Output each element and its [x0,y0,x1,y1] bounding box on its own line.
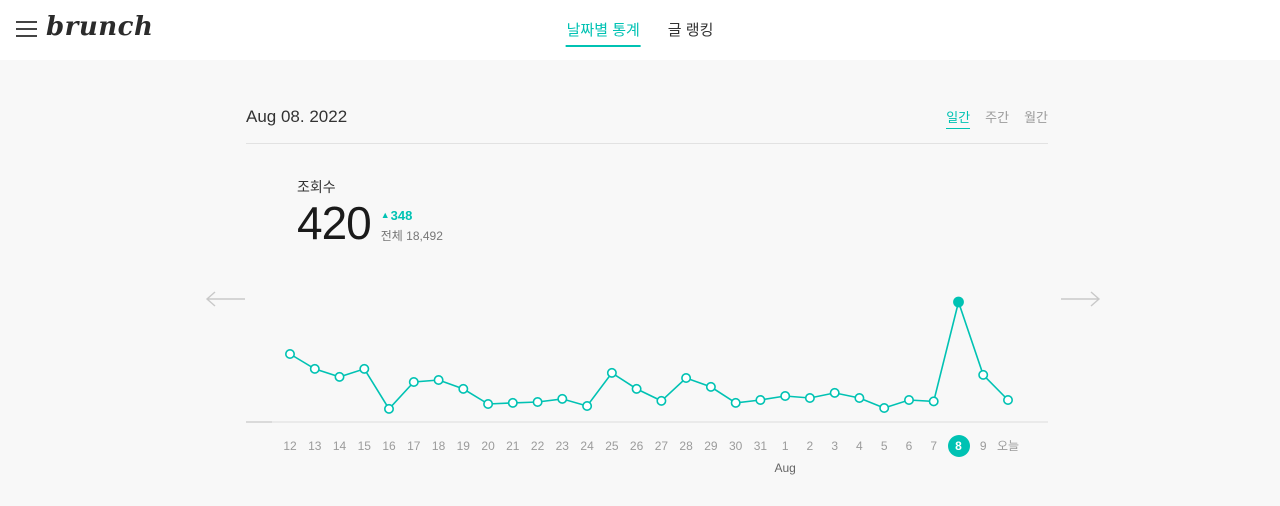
data-point-29[interactable] [705,381,716,392]
data-point-23[interactable] [557,393,568,404]
axis-day-9[interactable]: 9 [979,439,987,453]
up-triangle-icon: ▲ [380,210,390,220]
data-point-22[interactable] [532,397,543,408]
axis-day-17[interactable]: 17 [407,439,421,453]
divider [246,143,1048,144]
month-label: Aug [774,461,796,475]
axis-day-31[interactable]: 31 [753,439,768,453]
axis-day-23[interactable]: 23 [555,439,569,453]
axis-day-오늘[interactable]: 오늘 [996,439,1020,453]
axis-day-4[interactable]: 4 [856,439,863,453]
data-point-16[interactable] [384,403,395,414]
axis-day-29[interactable]: 29 [704,439,718,453]
axis-day-30[interactable]: 30 [729,439,743,453]
axis-day-19[interactable]: 19 [456,439,470,453]
nav-tab-1[interactable]: 글 랭킹 [667,22,714,39]
axis-day-1[interactable]: 1 [781,439,789,453]
data-point-19[interactable] [458,383,469,394]
views-value: 420 [297,197,372,249]
axis-day-12[interactable]: 12 [283,439,297,453]
data-point-26[interactable] [631,383,642,394]
axis-day-7[interactable]: 7 [930,439,938,453]
axis-day-20[interactable]: 20 [481,439,495,453]
range-tab-2[interactable]: 월간 [1024,110,1048,125]
data-point-30[interactable] [730,397,741,408]
date-label: Aug 08. 2022 [246,107,348,126]
total-views: 전체 18,492 [380,229,443,243]
data-point-15[interactable] [359,363,370,374]
data-point-1[interactable] [780,391,791,402]
axis-day-6[interactable]: 6 [905,439,913,453]
next-arrow-icon[interactable] [1060,290,1102,308]
data-point-2[interactable] [804,393,815,404]
data-point-오늘[interactable] [1002,395,1013,406]
axis-day-16[interactable]: 16 [382,439,396,453]
data-point-7[interactable] [928,396,939,407]
data-point-5[interactable] [879,403,890,414]
prev-arrow-icon[interactable] [204,290,246,308]
range-tabs: 일간 주간 월간 [946,107,1048,129]
delta-value: 348 [390,208,413,223]
data-point-21[interactable] [507,397,518,408]
axis-day-3[interactable]: 3 [831,439,839,453]
axis-day-21[interactable]: 21 [506,439,520,453]
views-line-chart[interactable] [246,260,1048,424]
axis-day-25[interactable]: 25 [605,439,619,453]
delta-badge: ▲348 [381,208,443,223]
data-point-8[interactable] [953,296,964,308]
stats-summary: 조회수 420 ▲348 전체 18,492 [297,177,443,246]
axis-day-28[interactable]: 28 [679,439,693,453]
data-point-12[interactable] [284,349,295,360]
hamburger-menu-icon[interactable] [16,21,37,38]
data-point-6[interactable] [903,395,914,406]
axis-day-13[interactable]: 13 [308,439,322,453]
axis-day-24[interactable]: 24 [580,439,594,453]
range-tab-0[interactable]: 일간 [946,107,971,129]
axis-day-8[interactable]: 8 [947,435,970,457]
data-point-3[interactable] [829,387,840,398]
top-bar: brunch 날짜별 통계 글 랭킹 [0,0,1280,60]
nav-tab-0[interactable]: 날짜별 통계 [565,13,641,47]
axis-day-22[interactable]: 22 [530,439,545,453]
axis-day-15[interactable]: 15 [357,439,371,453]
data-point-13[interactable] [309,363,320,374]
data-point-31[interactable] [755,395,766,406]
data-point-17[interactable] [408,377,419,388]
data-point-20[interactable] [483,399,494,410]
axis-day-26[interactable]: 26 [629,439,644,453]
axis-day-5[interactable]: 5 [880,439,888,453]
period-row: Aug 08. 2022 일간 주간 월간 [246,107,1048,129]
data-point-25[interactable] [606,367,617,378]
data-point-4[interactable] [854,393,865,404]
range-tab-1[interactable]: 주간 [985,110,1010,125]
data-point-9[interactable] [978,369,989,380]
nav-tabs: 날짜별 통계 글 랭킹 [565,0,715,60]
metric-label: 조회수 [297,179,336,195]
data-point-18[interactable] [433,375,444,386]
data-point-14[interactable] [334,371,345,382]
data-point-24[interactable] [582,401,593,412]
data-point-28[interactable] [681,373,692,384]
axis-day-27[interactable]: 27 [654,439,669,453]
brunch-logo[interactable]: brunch [46,12,154,42]
axis-day-14[interactable]: 14 [332,439,347,453]
axis-day-2[interactable]: 2 [806,439,814,453]
data-point-27[interactable] [656,395,667,406]
axis-day-18[interactable]: 18 [431,439,446,453]
